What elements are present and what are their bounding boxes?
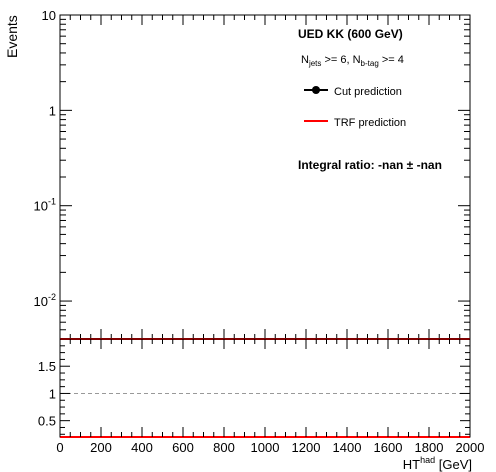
ratio-y-tick-label: 0.5 [38, 414, 56, 429]
legend: Cut prediction TRF prediction [304, 86, 406, 129]
legend-label-trf-prediction: TRF prediction [334, 117, 406, 129]
x-tick-label: 800 [213, 440, 235, 455]
selection-label: Njets >= 6, Nb-tag >= 4 [301, 54, 404, 68]
x-tick-label: 1800 [415, 440, 444, 455]
top-plot-frame [59, 14, 471, 340]
ratio-y-tick-label: 1 [49, 386, 56, 401]
top-y-tick-label: 10-1 [34, 197, 56, 214]
legend-cut-marker-dot [312, 86, 320, 94]
x-tick-label: 600 [172, 440, 194, 455]
ratio-plot-frame [59, 338, 471, 438]
x-tick-label: 400 [131, 440, 153, 455]
y-axis-label: Events [4, 15, 20, 58]
top-y-tick-label: 1 [49, 103, 56, 118]
top-y-ticks: 10 1 10-1 10-2 [34, 8, 470, 340]
x-tick-label: 2000 [456, 440, 485, 455]
integral-ratio-label: Integral ratio: -nan ± -nan [298, 158, 442, 172]
top-y-tick-label: 10-2 [34, 292, 56, 309]
x-tick-labels: 0 200 400 600 800 1000 1200 1400 1600 1800 2000 [56, 440, 484, 455]
legend-entry-cut-prediction: Cut prediction [304, 86, 402, 98]
ratio-y-ticks: 0.5 1 1.5 [38, 338, 470, 435]
plot-title: UED KK (600 GeV) [298, 27, 403, 41]
x-tick-label: 0 [56, 440, 63, 455]
ratio-panel: 0.5 1 1.5 0 200 400 600 800 1000 1200 1400 1600 180… [38, 338, 484, 472]
x-tick-label: 1400 [333, 440, 362, 455]
top-x-ticks [59, 15, 471, 339]
x-axis-label: HThad [GeV] [403, 455, 472, 472]
x-tick-label: 200 [90, 440, 112, 455]
x-tick-label: 1200 [292, 440, 321, 455]
ratio-x-ticks [59, 339, 471, 437]
x-tick-label: 1600 [374, 440, 403, 455]
legend-entry-trf-prediction: TRF prediction [304, 117, 406, 129]
legend-label-cut-prediction: Cut prediction [334, 86, 402, 98]
ratio-y-tick-label: 1.5 [38, 359, 56, 374]
x-tick-label: 1000 [251, 440, 280, 455]
top-panel: 10 1 10-1 10-2 Events UED KK (600 GeV) Njet… [4, 8, 471, 340]
top-y-tick-label: 10 [42, 8, 56, 23]
